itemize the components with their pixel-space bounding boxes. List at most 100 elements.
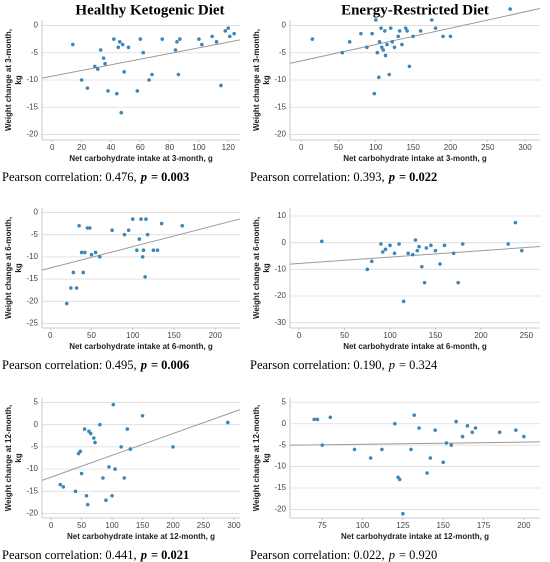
y-axis-title: Weight change at 12-month,kg: [4, 405, 23, 512]
y-tick-label: -10: [274, 462, 286, 471]
x-tick-label: 20: [77, 143, 86, 152]
x-tick-label: 0: [49, 521, 54, 530]
point: [140, 255, 145, 259]
point: [403, 26, 408, 30]
point: [315, 417, 320, 422]
point: [377, 40, 382, 44]
x-tick-label: 150: [406, 143, 420, 152]
point: [340, 50, 345, 55]
point: [320, 239, 324, 244]
trend-line: [41, 218, 241, 271]
x-tick-label: 100: [383, 331, 397, 340]
point: [117, 40, 122, 44]
point: [370, 259, 374, 264]
y-tick-label: -5: [31, 230, 39, 239]
point: [460, 434, 465, 439]
point: [401, 511, 405, 516]
point: [520, 248, 524, 253]
point: [138, 37, 143, 41]
x-tick-label: 50: [77, 521, 86, 530]
point: [107, 465, 111, 469]
point: [372, 91, 377, 96]
y-axis-title-line: Weight change at 6-month,: [252, 217, 261, 319]
point: [84, 493, 89, 498]
point: [71, 270, 76, 275]
caption: Pearson correlation: 0.190, p = 0.324: [250, 358, 438, 372]
y-tick-label: -15: [26, 274, 38, 283]
x-tick-label: 100: [356, 521, 370, 530]
y-tick-label: -15: [274, 483, 286, 492]
x-tick-label: 150: [429, 331, 443, 340]
point: [74, 286, 79, 290]
point: [433, 26, 438, 30]
point: [150, 72, 154, 77]
point: [513, 220, 518, 225]
point: [407, 64, 412, 69]
trend-line: [41, 409, 241, 481]
y-tick-label: -20: [26, 130, 38, 139]
panel: 0 -5 -10 -15 -20 -25 0 50 100 150 200 Net carbohydr…: [2, 208, 241, 372]
point: [368, 456, 373, 460]
caption-p-symbol: p: [140, 358, 147, 372]
x-axis-title: Net carbohydrate intake at 6-month, g: [69, 342, 213, 351]
x-tick-label: 50: [334, 143, 343, 152]
caption: Pearson correlation: 0.476, p = 0.003: [2, 170, 189, 184]
column-title: Energy-Restricted Diet: [341, 2, 489, 18]
y-tick-label: -5: [31, 48, 39, 57]
point: [101, 56, 106, 60]
point: [210, 34, 214, 39]
point: [79, 78, 84, 82]
point: [420, 264, 424, 269]
point: [227, 34, 232, 39]
point: [151, 248, 156, 253]
point: [79, 250, 84, 255]
point: [422, 280, 427, 285]
caption-p-symbol: p: [140, 548, 147, 562]
point: [73, 489, 78, 494]
point: [178, 37, 182, 41]
trend-line: [289, 8, 541, 64]
x-axis-title: Net carbohydrate intake at 3-month, g: [343, 154, 487, 163]
y-axis-title: Weight change at 12-month,kg: [252, 405, 271, 512]
x-tick-label: 60: [136, 143, 145, 152]
x-tick-label: 150: [167, 331, 181, 340]
point: [320, 443, 325, 447]
point: [410, 252, 415, 257]
y-axis-title-line: kg: [262, 263, 271, 272]
y-axis-title-line: kg: [14, 263, 23, 272]
point: [409, 447, 413, 452]
y-tick-label: 0: [34, 21, 39, 30]
point: [144, 217, 148, 221]
y-tick-label: 5: [282, 397, 287, 406]
point: [382, 29, 387, 33]
caption: Pearson correlation: 0.393, p = 0.022: [250, 170, 437, 184]
point: [85, 502, 90, 507]
point: [93, 64, 97, 69]
point: [444, 441, 449, 445]
point: [88, 226, 92, 230]
point: [137, 237, 142, 241]
point: [116, 45, 121, 50]
point: [433, 248, 438, 253]
y-axis-title-line: Weight change at 6-month,: [4, 217, 13, 319]
caption-p-symbol: p: [140, 170, 147, 184]
x-tick-label: 250: [481, 143, 495, 152]
y-tick-label: -15: [274, 102, 286, 111]
caption-stat: Pearson correlation: 0.495,: [2, 358, 137, 372]
caption-p-symbol: p: [388, 358, 395, 372]
y-tick-label: 0: [282, 238, 287, 247]
point: [379, 242, 383, 246]
point: [120, 42, 125, 47]
point: [387, 72, 392, 77]
y-axis-title-line: kg: [14, 453, 23, 462]
y-axis-title-line: kg: [262, 453, 271, 462]
caption-stat: Pearson correlation: 0.022,: [250, 548, 385, 562]
point: [514, 428, 518, 432]
point: [214, 40, 219, 44]
point: [126, 45, 131, 50]
point: [119, 110, 123, 115]
x-tick-label: 0: [50, 143, 55, 152]
point: [385, 42, 389, 47]
point: [454, 419, 458, 424]
